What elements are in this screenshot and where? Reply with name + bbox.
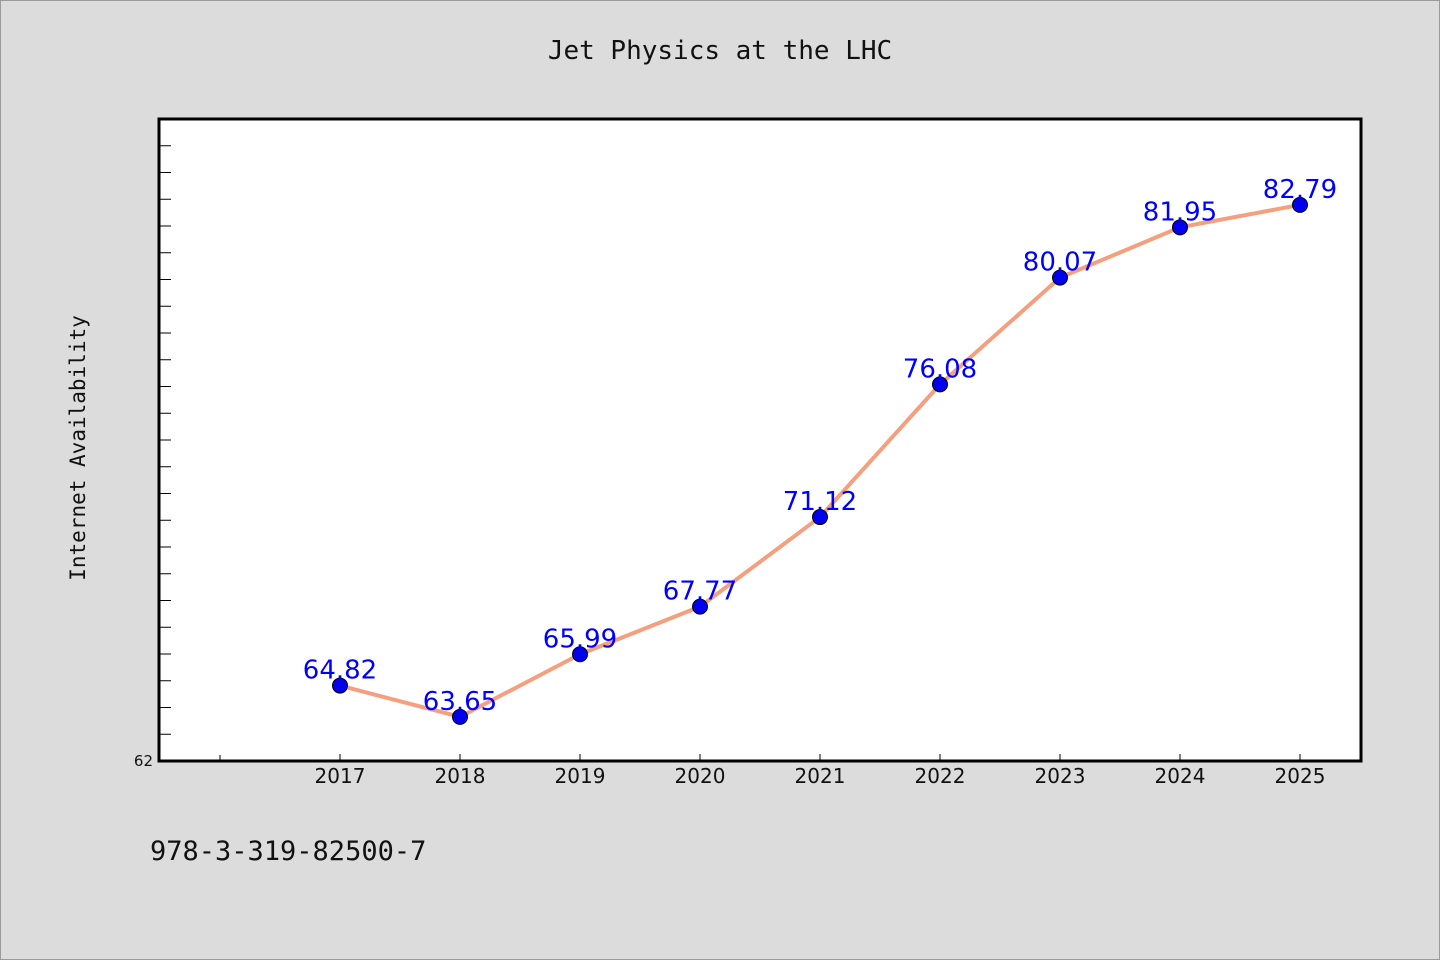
data-label: 80.07 (1023, 248, 1097, 278)
footer-code: 978-3-319-82500-7 (150, 836, 427, 867)
plot-frame (157, 117, 1363, 763)
y-tick-label: 62 (134, 752, 153, 770)
data-point (572, 646, 588, 663)
plot-area (159, 119, 1361, 761)
chart-title: Jet Physics at the LHC (547, 36, 893, 66)
data-point (1292, 196, 1308, 213)
data-point (932, 376, 948, 393)
data-point (692, 598, 708, 615)
data-point (1052, 269, 1068, 286)
data-point (1172, 219, 1188, 236)
data-label: 63.65 (423, 687, 497, 717)
x-tick-label: 2019 (555, 764, 606, 788)
data-label: 82.79 (1263, 175, 1337, 205)
x-tick-label: 2022 (915, 764, 966, 788)
data-labels: 64.82 63.65 65.99 67.77 71.12 76.08 80.07 81.95… (303, 175, 1337, 717)
data-label: 67.77 (663, 577, 737, 607)
data-label: 64.82 (303, 656, 377, 686)
series-markers (332, 196, 1308, 725)
data-point (452, 708, 468, 725)
x-tick-label: 2018 (435, 764, 486, 788)
data-point (332, 677, 348, 694)
x-tick-label: 2024 (1155, 764, 1206, 788)
x-tick-label: 2017 (315, 764, 366, 788)
x-tick-label: 2021 (795, 764, 846, 788)
data-label: 65.99 (543, 624, 617, 654)
x-tick-label: 2023 (1035, 764, 1086, 788)
axis-ticks: 2017 2018 2019 2020 2021 2022 2023 2024 2025 62 (134, 145, 1326, 788)
data-label: 81.95 (1143, 197, 1217, 227)
data-point (812, 509, 828, 526)
data-label: 71.12 (783, 487, 857, 517)
x-tick-label: 2025 (1275, 764, 1326, 788)
data-label: 76.08 (903, 354, 977, 384)
x-tick-label: 2020 (675, 764, 726, 788)
